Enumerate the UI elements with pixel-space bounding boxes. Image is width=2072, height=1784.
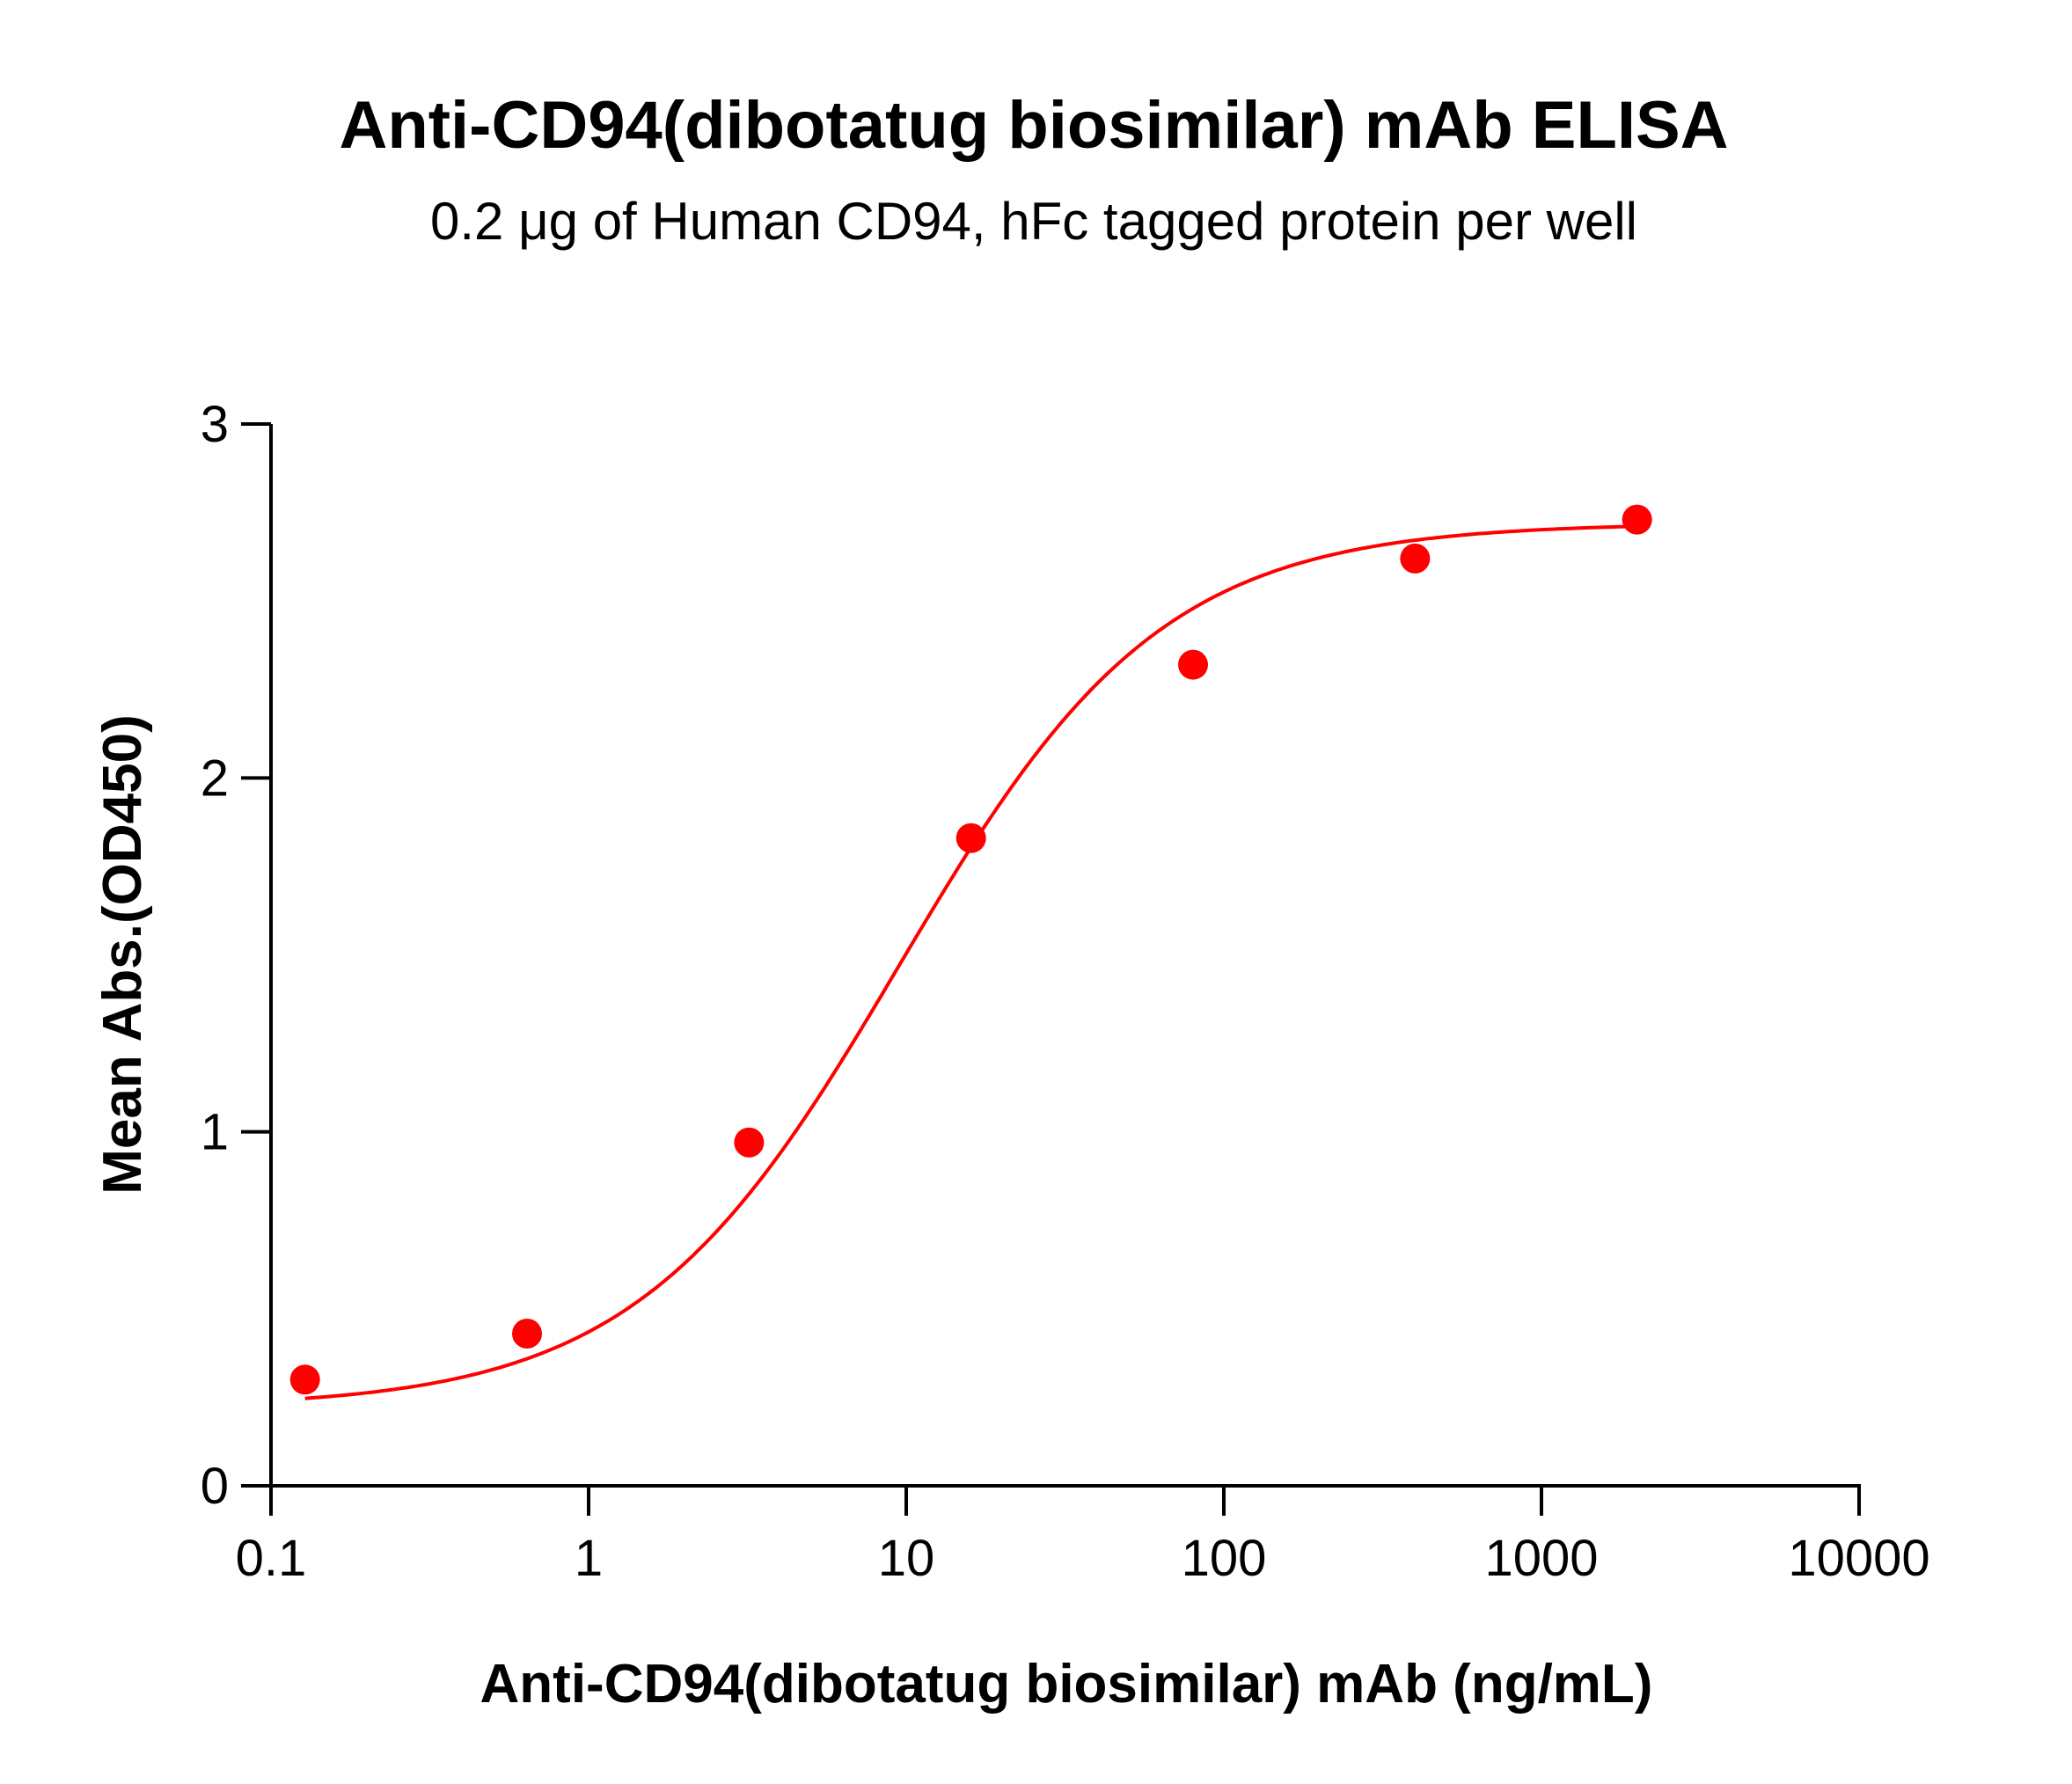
- x-tick-label: 1: [575, 1530, 603, 1587]
- x-tick-label: 10000: [1788, 1530, 1929, 1587]
- y-tick-label: 2: [201, 749, 229, 807]
- axes: [269, 424, 1861, 1488]
- data-point: [734, 1127, 765, 1158]
- y-tick-label: 1: [201, 1104, 229, 1161]
- x-ticks: 0.1 1 10 100 1000 10000: [236, 1486, 1930, 1587]
- data-point: [1178, 649, 1209, 680]
- y-ticks: 0 1 2 3: [201, 396, 271, 1515]
- data-point: [955, 823, 986, 853]
- data-points: [289, 504, 1652, 1395]
- y-tick-label: 3: [201, 396, 229, 453]
- x-axis-label: Anti-CD94(dibotatug biosimilar) mAb (ng/…: [480, 1654, 1653, 1715]
- data-point: [1400, 543, 1431, 574]
- x-tick-label: 0.1: [236, 1530, 307, 1587]
- chart-subtitle: 0.2 μg of Human CD94, hFc tagged protein…: [430, 192, 1637, 251]
- x-tick-label: 10: [878, 1530, 935, 1587]
- chart-title: Anti-CD94(dibotatug biosimilar) mAb ELIS…: [339, 88, 1728, 163]
- x-tick-label: 100: [1182, 1530, 1267, 1587]
- y-tick-label: 0: [201, 1458, 229, 1515]
- fit-curve: [304, 524, 1637, 1400]
- data-point: [512, 1318, 543, 1349]
- x-tick-label: 1000: [1484, 1530, 1598, 1587]
- y-axis-label: Mean Abs.(OD450): [92, 714, 153, 1195]
- data-point: [1622, 504, 1652, 535]
- data-point: [289, 1364, 320, 1395]
